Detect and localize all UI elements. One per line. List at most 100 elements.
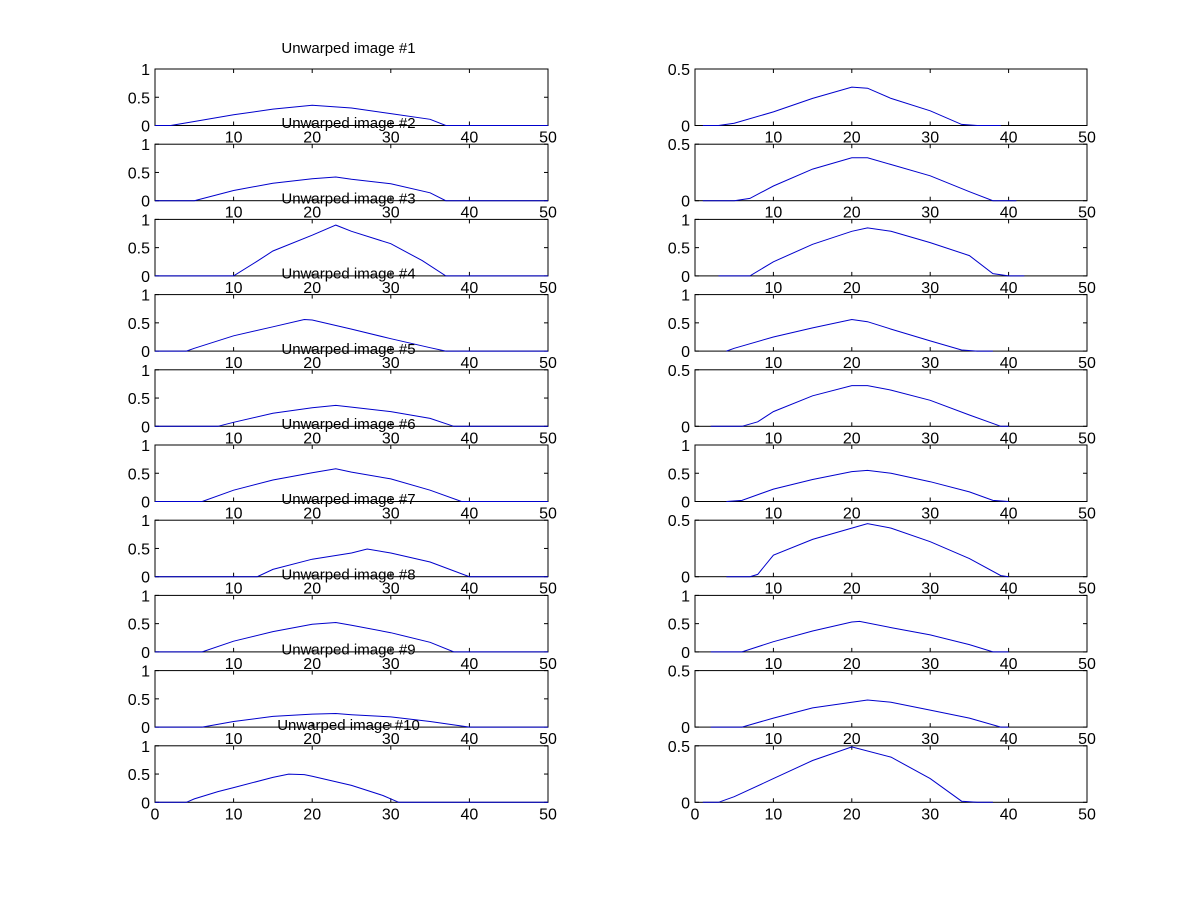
y-tick-label: 0.5: [668, 316, 690, 333]
y-tick-label: 1: [141, 588, 150, 605]
x-tick-label: 10: [765, 581, 783, 598]
x-tick-label: 40: [1000, 731, 1018, 748]
subplot-right-8: 10 20 30 40 50 0 0.5 1: [668, 588, 1096, 673]
x-tick-label: 50: [539, 205, 557, 222]
axes-frame: [694, 519, 1088, 578]
x-tick-label: 40: [461, 806, 479, 823]
subplot-title: Unwarped image #8: [281, 566, 415, 583]
x-tick-label: 20: [843, 355, 861, 372]
x-tick-label: 20: [843, 506, 861, 523]
x-tick-label: 50: [539, 355, 557, 372]
x-tick-label: 40: [461, 581, 479, 598]
x-tick-label: 20: [843, 130, 861, 147]
x-tick-label: 10: [765, 806, 783, 823]
y-tick-label: 0.5: [128, 391, 150, 408]
y-tick-label: 0: [681, 194, 690, 211]
x-tick-label: 30: [921, 430, 939, 447]
x-tick-label: 10: [765, 506, 783, 523]
x-tick-label: 20: [843, 656, 861, 673]
x-tick-label: 20: [843, 806, 861, 823]
x-tick-label: 50: [539, 506, 557, 523]
x-tick-label: 40: [461, 130, 479, 147]
y-tick-label: 0.5: [128, 466, 150, 483]
y-tick-label: 1: [141, 62, 150, 79]
x-tick-label: 40: [461, 430, 479, 447]
y-tick-label: 1: [141, 513, 150, 530]
y-tick-label: 0: [141, 344, 150, 361]
axes-frame: [154, 670, 549, 728]
axes-frame: [694, 369, 1088, 427]
x-tick-label: 30: [921, 280, 939, 297]
y-tick-label: 0: [681, 720, 690, 737]
x-tick-label: 50: [1078, 731, 1096, 748]
x-tick-label: 30: [382, 430, 400, 447]
x-tick-label: 40: [1000, 355, 1018, 372]
subplot-left-3: 10 20 30 40 50 0 0.5 1 Unwarped image #3: [128, 190, 557, 297]
x-tick-label: 40: [461, 731, 479, 748]
y-tick-label: 0.5: [668, 137, 690, 154]
x-tick-label: 40: [461, 205, 479, 222]
x-tick-label: 20: [303, 806, 321, 823]
x-tick-label: 30: [921, 130, 939, 147]
subplot-left-10: 0 10 20 30 40 50 0 0.5 1 Unwarped image #10: [128, 717, 557, 824]
x-tick-label: 50: [539, 280, 557, 297]
subplot-title: Unwarped image #3: [281, 190, 415, 207]
y-tick-label: 0.5: [128, 165, 150, 182]
y-tick-label: 0: [141, 194, 150, 211]
x-tick-label: 40: [1000, 581, 1018, 598]
x-tick-label: 40: [1000, 806, 1018, 823]
subplot-right-1: 10 20 30 40 50 0 0.5: [668, 62, 1096, 147]
x-tick-label: 40: [1000, 280, 1018, 297]
series-line: [155, 712, 548, 728]
subplot-title: Unwarped image #10: [277, 717, 420, 734]
x-tick-label: 50: [539, 731, 557, 748]
series-line: [702, 746, 993, 803]
x-tick-label: 20: [303, 506, 321, 523]
y-tick-label: 0.5: [128, 692, 150, 709]
x-tick-label: 20: [303, 130, 321, 147]
series-line: [155, 404, 548, 427]
x-tick-label: 40: [1000, 506, 1018, 523]
series-line: [155, 468, 548, 502]
y-tick-label: 0.5: [128, 617, 150, 634]
x-tick-label: 30: [382, 355, 400, 372]
x-tick-label: 20: [303, 731, 321, 748]
series-line: [155, 176, 548, 202]
x-tick-label: 10: [765, 656, 783, 673]
x-tick-label: 20: [843, 280, 861, 297]
series-line: [155, 224, 548, 277]
x-tick-label: 10: [225, 806, 243, 823]
axes-frame: [694, 745, 1088, 803]
axes-frame: [154, 294, 549, 352]
x-tick-label: 20: [303, 280, 321, 297]
x-tick-label: 10: [765, 731, 783, 748]
subplot-title: Unwarped image #2: [281, 115, 415, 132]
y-tick-label: 0.5: [668, 466, 690, 483]
series-line: [710, 620, 1009, 653]
axes-frame: [694, 594, 1088, 653]
y-tick-label: 1: [681, 288, 690, 305]
x-tick-label: 10: [225, 581, 243, 598]
series-line: [726, 523, 1009, 578]
x-tick-label: 30: [382, 581, 400, 598]
x-tick-label: 30: [921, 806, 939, 823]
y-tick-label: 1: [141, 137, 150, 154]
y-tick-label: 0: [141, 795, 150, 812]
y-tick-label: 0: [141, 269, 150, 286]
x-tick-label: 30: [921, 355, 939, 372]
subplot-left-7: 10 20 30 40 50 0 0.5 1 Unwarped image #7: [128, 491, 557, 598]
x-tick-label: 0: [691, 806, 700, 823]
x-tick-label: 30: [382, 205, 400, 222]
y-tick-label: 0: [681, 795, 690, 812]
x-tick-label: 40: [1000, 205, 1018, 222]
axes-frame: [694, 670, 1088, 728]
x-tick-label: 30: [382, 806, 400, 823]
series-line: [710, 385, 1009, 427]
x-tick-label: 10: [225, 506, 243, 523]
subplot-left-1: 10 20 30 40 50 0 0.5 1 Unwarped image #1: [128, 40, 557, 147]
x-tick-label: 20: [303, 355, 321, 372]
y-tick-label: 0.5: [668, 62, 690, 79]
subplot-title: Unwarped image #4: [281, 266, 415, 283]
y-tick-label: 0: [681, 269, 690, 286]
x-tick-label: 10: [225, 430, 243, 447]
